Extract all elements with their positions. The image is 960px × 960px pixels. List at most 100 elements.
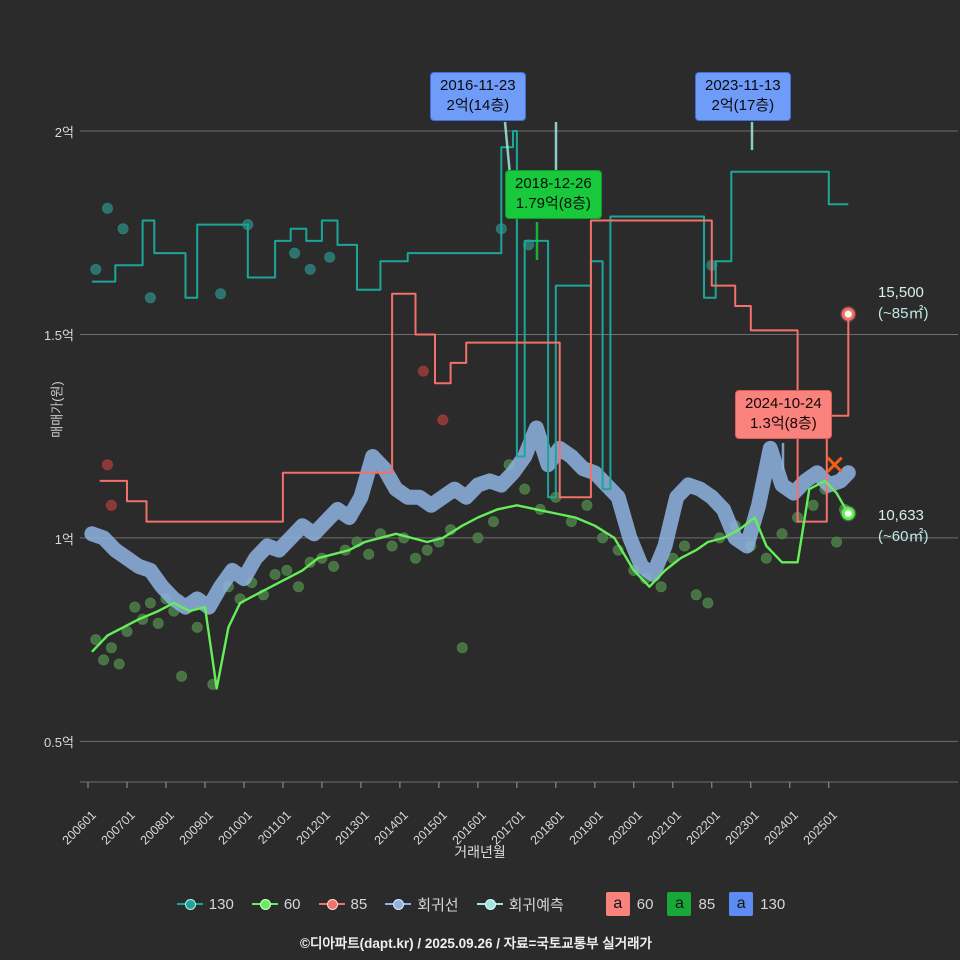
scatter-point-85 [417, 365, 429, 377]
annotation-date: 2018-12-26 [515, 175, 592, 192]
legend-item-60[interactable]: 60 [251, 895, 301, 913]
annotation-value: 1.3억(8층) [749, 415, 817, 432]
scatter-point-130 [324, 251, 336, 263]
scatter-point-60 [581, 499, 593, 511]
legend-box-item-85[interactable]: a 85 [667, 892, 715, 916]
scatter-point-60 [269, 569, 281, 580]
legend-box-glyph: a [667, 892, 692, 916]
legend-label: 회귀예측 [508, 896, 564, 914]
legend-label: 60 [283, 895, 301, 913]
legend-box-glyph: a [605, 892, 630, 916]
latest-85-marker [841, 307, 855, 321]
annotation-date: 2023-11-13 [705, 77, 781, 94]
annotation-peak-2018[interactable]: 2018-12-26 1.79억(8층) [505, 170, 602, 219]
scatter-point-60 [176, 670, 188, 682]
annotation-peak-2024[interactable]: 2024-10-24 1.3억(8층) [735, 390, 832, 439]
scatter-point-60 [386, 540, 398, 552]
legend-item-회귀선[interactable]: 회귀선 [385, 894, 459, 915]
legend-box-label: 60 [636, 895, 654, 913]
legend-item-85[interactable]: 85 [318, 895, 368, 913]
legend-box-label: 85 [698, 895, 716, 913]
scatter-point-60 [655, 581, 667, 593]
scatter-point-60 [456, 642, 468, 654]
legend-box-label: 130 [760, 895, 786, 913]
y-tick-label: 1.5억 [43, 328, 74, 344]
scatter-point-130 [117, 223, 129, 235]
y-tick-label: 0.5억 [43, 735, 74, 751]
legend-box-item-130[interactable]: a 130 [729, 892, 785, 916]
legend-marker-icon [176, 897, 203, 911]
scatter-point-60 [760, 552, 772, 564]
regression-end-x [826, 456, 843, 473]
legend-label: 85 [350, 895, 368, 913]
annotation-value: 2억(17층) [711, 97, 775, 114]
scatter-point-60 [472, 532, 484, 544]
scatter-point-60 [776, 528, 788, 540]
label-85: 15,500 (~85㎡) [878, 282, 928, 324]
scatter-point-130 [289, 247, 301, 259]
edge-label-value: 10,633 [878, 507, 924, 524]
footer-credit: ©디아파트(dapt.kr) / 2025.09.26 / 자료=국토교통부 실… [0, 932, 960, 952]
annotation-value: 1.79억(8층) [515, 195, 591, 212]
scatter-point-60 [410, 552, 421, 564]
edge-label-unit: (~85㎡) [878, 305, 929, 322]
annotation-value: 2억(14층) [446, 97, 510, 114]
scatter-point-130 [215, 288, 227, 300]
legend-marker-icon [385, 897, 412, 911]
annotation-date: 2016-11-23 [440, 77, 516, 94]
legend-marker-icon [318, 897, 345, 911]
scatter-point-60 [488, 516, 499, 528]
scatter-point-85 [105, 499, 117, 511]
scatter-point-60 [90, 634, 102, 646]
legend-marker-icon [476, 897, 503, 911]
scatter-point-60 [98, 654, 110, 666]
x-axis-label: 거래년월 [454, 844, 506, 860]
label-60: 10,633 (~60㎡) [878, 505, 928, 547]
scatter-point-60 [831, 536, 843, 548]
legend-label: 회귀선 [417, 896, 459, 914]
series-line-130 [91, 130, 849, 499]
edge-label-value: 15,500 [878, 284, 924, 301]
scatter-point-60 [129, 601, 141, 613]
scatter-point-60 [191, 621, 203, 633]
scatter-point-130 [144, 292, 156, 304]
annotation-date: 2024-10-24 [745, 395, 822, 412]
y-tick-label: 1억 [54, 531, 74, 547]
scatter-point-60 [281, 564, 293, 576]
edge-label-unit: (~60㎡) [878, 528, 929, 545]
scatter-point-60 [113, 658, 125, 670]
leader-2016 [503, 121, 512, 176]
scatter-point-60 [679, 540, 690, 552]
scatter-point-60 [807, 499, 819, 511]
annotation-peak-2023[interactable]: 2023-11-13 2억(17층) [695, 72, 791, 121]
scatter-point-130 [304, 263, 316, 275]
legend-box-glyph: a [729, 892, 754, 916]
series-line-regression [84, 420, 856, 615]
scatter-point-60 [144, 597, 156, 609]
latest-60-marker [841, 506, 855, 520]
scatter-point-60 [702, 597, 714, 609]
scatter-point-60 [421, 544, 433, 556]
legend-label: 130 [208, 895, 234, 913]
scatter-point-60 [363, 548, 375, 560]
scatter-point-60 [519, 483, 531, 495]
legend-item-130[interactable]: 130 [176, 895, 234, 913]
scatter-point-130 [102, 202, 113, 214]
legend-box-item-60[interactable]: a 60 [605, 892, 654, 916]
series-line-60 [91, 479, 850, 690]
scatter-point-85 [102, 459, 113, 471]
scatter-point-60 [105, 642, 117, 654]
scatter-point-60 [690, 589, 702, 601]
scatter-point-85 [437, 414, 449, 426]
y-axis-label: 매매가(원) [49, 381, 65, 438]
annotation-peak-2016[interactable]: 2016-11-23 2억(14층) [430, 72, 526, 121]
y-tick-label: 2억 [54, 125, 74, 141]
footer-text: ©디아파트(dapt.kr) / 2025.09.26 / 자료=국토교통부 실… [300, 936, 652, 951]
legend-item-회귀예측[interactable]: 회귀예측 [476, 894, 564, 915]
scatter-point-60 [328, 560, 340, 572]
series-line-85 [99, 219, 850, 523]
scatter-point-60 [293, 581, 304, 593]
